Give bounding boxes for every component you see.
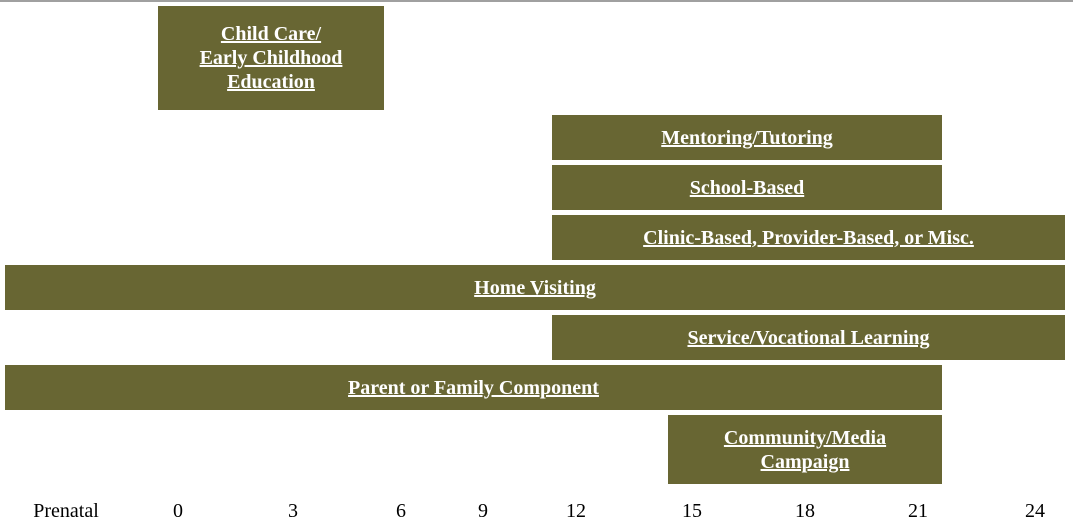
age-label: 12 — [566, 500, 586, 522]
age-label: 9 — [478, 500, 488, 522]
program-link[interactable]: Early Childhood — [199, 47, 343, 69]
age-label: 3 — [288, 500, 298, 522]
program-link[interactable]: Education — [227, 71, 315, 93]
age-label: 21 — [908, 500, 928, 522]
program-link[interactable]: Community/Media — [723, 426, 887, 449]
program-bar: Child Care/ Early Childhood Education — [158, 6, 384, 110]
program-link[interactable]: Clinic-Based, Provider-Based, or Misc. — [643, 226, 974, 249]
program-bar: Home Visiting — [5, 265, 1065, 310]
program-bar: School-Based — [552, 165, 942, 210]
program-link[interactable]: Home Visiting — [474, 276, 596, 299]
program-bar: Mentoring/Tutoring — [552, 115, 942, 160]
program-bar: Service/Vocational Learning — [552, 315, 1065, 360]
program-bar: Community/Media Campaign — [668, 415, 942, 484]
program-bar: Clinic-Based, Provider-Based, or Misc. — [552, 215, 1065, 260]
age-label: 0 — [173, 500, 183, 522]
program-link[interactable]: School-Based — [689, 176, 805, 199]
age-label: 18 — [795, 500, 815, 522]
age-label: 6 — [396, 500, 406, 522]
program-link[interactable]: Mentoring/Tutoring — [661, 126, 833, 149]
top-rule — [0, 0, 1073, 2]
age-label: 24 — [1025, 500, 1045, 522]
program-link[interactable]: Child Care/ — [220, 23, 322, 45]
program-link[interactable]: Campaign — [760, 450, 850, 473]
program-bar: Parent or Family Component — [5, 365, 942, 410]
program-link[interactable]: Parent or Family Component — [348, 376, 599, 399]
program-link[interactable]: Service/Vocational Learning — [687, 326, 930, 349]
age-label: Prenatal — [33, 500, 99, 522]
age-label: 15 — [682, 500, 702, 522]
